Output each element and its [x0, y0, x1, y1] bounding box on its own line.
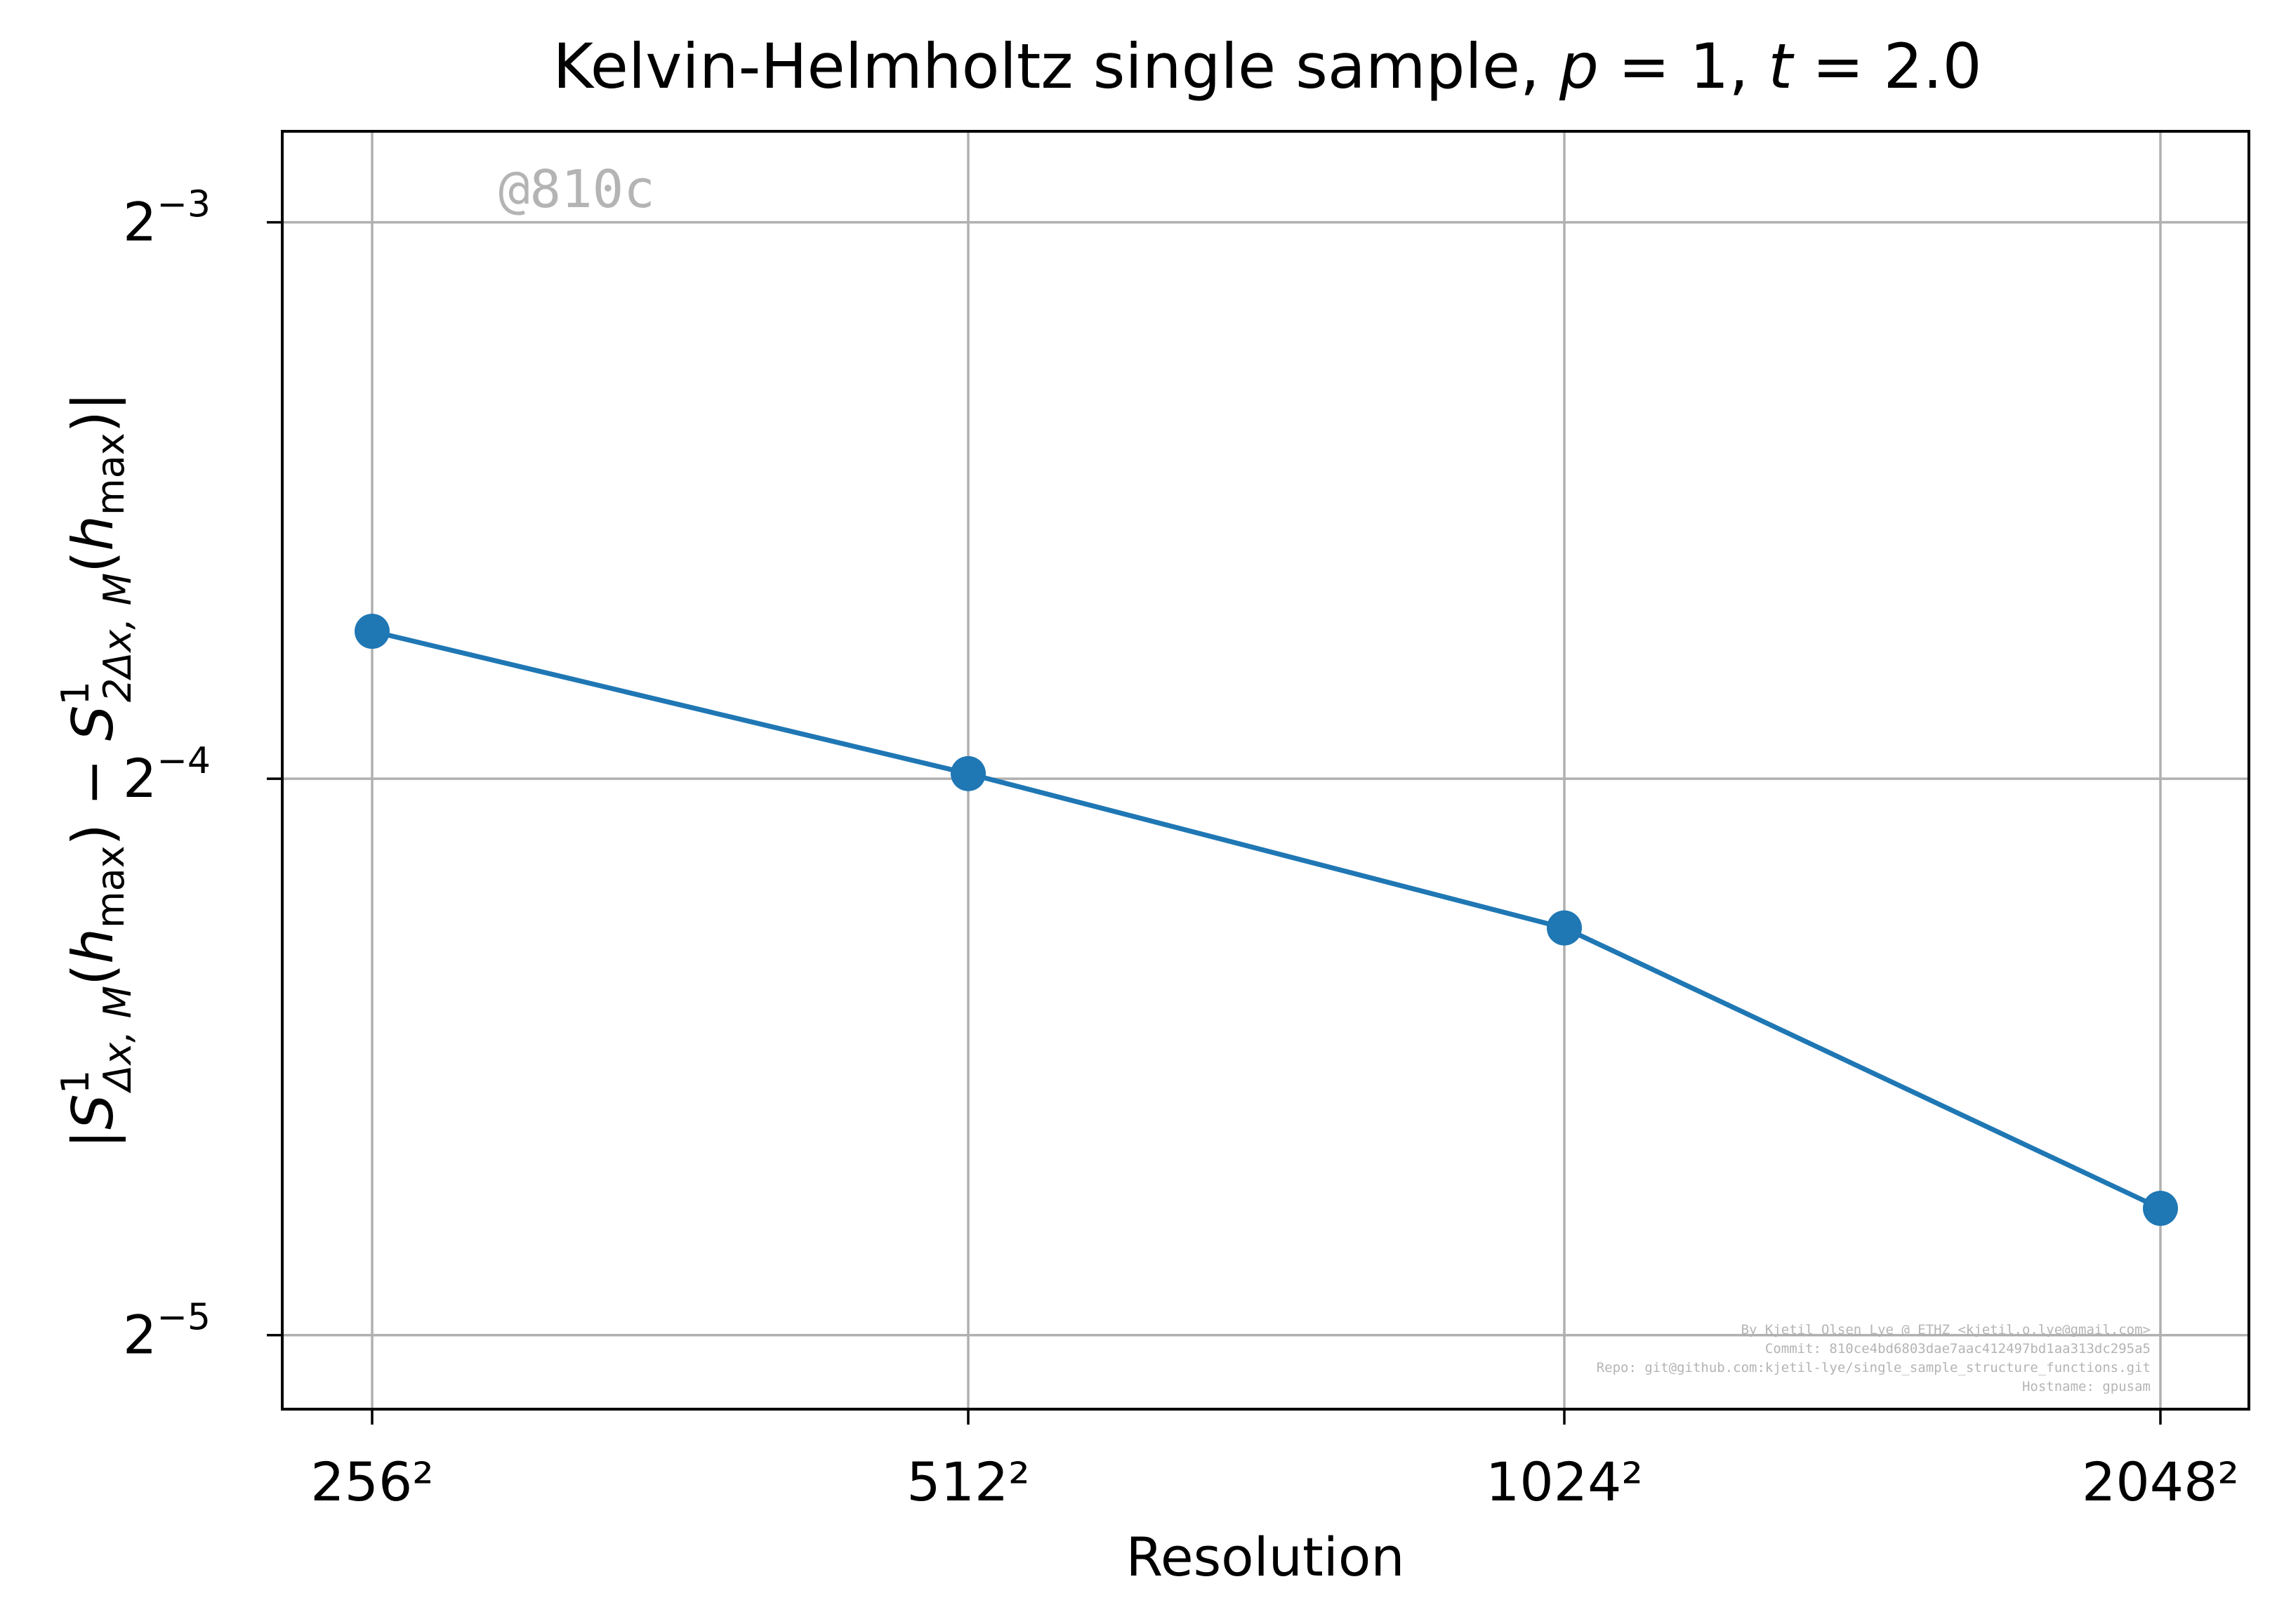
footer-line-hostname: Hostname: gpusam — [2022, 1379, 2151, 1394]
x-tick-label: 256² — [310, 1451, 434, 1513]
data-point — [951, 755, 986, 791]
x-tick-label: 512² — [906, 1451, 1030, 1513]
series-layer — [355, 614, 2178, 1226]
y-tick-label: 2−3 — [123, 184, 211, 253]
y-tick-label: 2−5 — [123, 1297, 211, 1366]
x-tick-label: 2048² — [2082, 1451, 2239, 1513]
footer-credits: By Kjetil Olsen Lye @ ETHZ <kjetil.o.lye… — [1597, 1322, 2151, 1394]
grid — [282, 131, 2249, 1409]
series-line — [371, 628, 2162, 1211]
x-axis-label: Resolution — [1126, 1526, 1404, 1588]
data-point — [355, 614, 390, 649]
footer-line-commit: Commit: 810ce4bd6803dae7aac412497bd1aa31… — [1765, 1341, 2151, 1356]
tick-layer: 256² 512² 1024² 2048² 2−5 2−4 2−3 — [123, 184, 2239, 1513]
footer-line-repo: Repo: git@github.com:kjetil-lye/single_s… — [1597, 1360, 2151, 1375]
data-point — [1547, 910, 1582, 946]
footer-line-author: By Kjetil Olsen Lye @ ETHZ <kjetil.o.lye… — [1741, 1322, 2151, 1338]
data-point — [2143, 1190, 2178, 1226]
y-axis-label: |S1Δx, M(hmax) − S12Δx, M(hmax)| — [53, 392, 140, 1149]
plot-frame — [281, 130, 2250, 1411]
y-tick-label: 2−4 — [123, 740, 211, 810]
x-tick-label: 1024² — [1486, 1451, 1643, 1513]
chart-title: Kelvin-Helmholtz single sample, p = 1, t… — [553, 30, 1981, 103]
watermark-label: @810c — [499, 159, 655, 220]
